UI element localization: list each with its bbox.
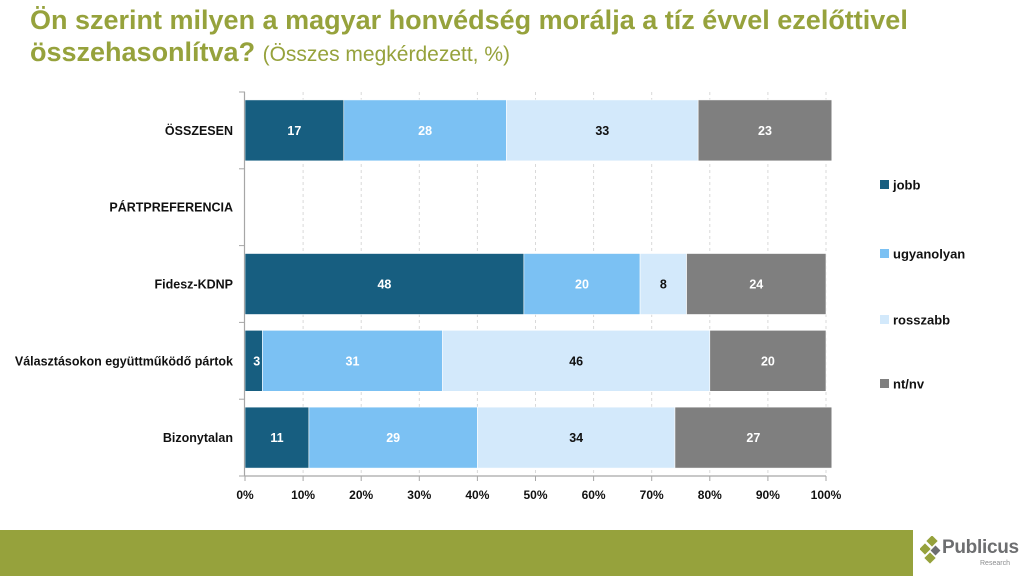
- category-label: PÁRTPREFERENCIA: [109, 200, 233, 215]
- bar-segment-nt-nv: [697, 99, 833, 162]
- x-tick-label: 0%: [236, 488, 254, 502]
- bar-segment-rosszabb: [639, 253, 687, 315]
- legend-label: rosszabb: [893, 313, 950, 328]
- data-label: 17: [287, 124, 301, 138]
- data-label: 31: [346, 354, 360, 368]
- bar-segment-nt-nv: [709, 329, 827, 392]
- bars: 17 28 33 23 48 20 8 24 3 31 46 20 11 29 34 27: [244, 99, 833, 469]
- bar-segment-ugyanolyan: [343, 99, 507, 162]
- bar-segment-rosszabb: [506, 99, 699, 162]
- data-label: 34: [569, 431, 583, 445]
- data-label: 24: [749, 278, 763, 292]
- x-tick-label: 40%: [465, 488, 489, 502]
- legend: jobb ugyanolyan rosszabb nt/nv: [880, 178, 965, 392]
- data-label: 46: [569, 354, 583, 368]
- x-tick-label: 50%: [523, 488, 547, 502]
- bar-segment-ugyanolyan: [262, 329, 443, 392]
- x-tick-label: 20%: [349, 488, 373, 502]
- footer-band: [0, 530, 913, 576]
- data-label: 23: [758, 124, 772, 138]
- category-labels: ÖSSZESEN PÁRTPREFERENCIA Fidesz-KDNP Válasz…: [15, 123, 233, 445]
- bar-segment-rosszabb: [442, 329, 711, 392]
- bar-segment-nt-nv: [674, 406, 833, 469]
- data-label: 27: [746, 431, 760, 445]
- x-tick-label: 100%: [811, 488, 842, 502]
- data-label: 11: [270, 431, 283, 445]
- category-label: Bizonytalan: [163, 431, 233, 445]
- logo-name: Publicus: [942, 537, 1019, 558]
- x-tick-label: 30%: [407, 488, 431, 502]
- legend-swatch: [880, 180, 889, 189]
- category-label: Fidesz-KDNP: [155, 278, 233, 292]
- data-label: 20: [761, 354, 775, 368]
- legend-swatch: [880, 315, 889, 324]
- legend-swatch: [880, 249, 889, 258]
- stacked-bar-chart: 17 28 33 23 48 20 8 24 3 31 46 20 11 29 34 27 0% 10% 20% 3…: [15, 91, 965, 502]
- publicus-logo: Publicus Research: [920, 536, 1020, 572]
- legend-swatch: [880, 379, 889, 388]
- data-label: 29: [386, 431, 400, 445]
- bar-segment-ugyanolyan: [523, 253, 641, 315]
- x-tick-label: 10%: [291, 488, 315, 502]
- x-tick-label: 90%: [756, 488, 780, 502]
- x-tick-label: 80%: [698, 488, 722, 502]
- data-label: 8: [660, 278, 667, 292]
- category-label: ÖSSZESEN: [165, 123, 233, 138]
- data-label: 3: [253, 354, 260, 368]
- category-label: Választásokon együttműködő pártok: [15, 354, 233, 368]
- bar-segment-ugyanolyan: [308, 406, 478, 469]
- logo-diamonds-icon: [920, 536, 941, 564]
- chart-title: Ön szerint milyen a magyar honvédség mor…: [30, 4, 1010, 71]
- data-label: 33: [595, 124, 609, 138]
- data-label: 48: [377, 278, 391, 292]
- bar-segment-rosszabb: [477, 406, 676, 469]
- legend-label: jobb: [892, 178, 920, 193]
- legend-label: nt/nv: [893, 377, 925, 392]
- data-label: 20: [575, 278, 589, 292]
- data-label: 28: [418, 124, 432, 138]
- legend-label: ugyanolyan: [893, 247, 965, 262]
- bar-segment-nt-nv: [686, 253, 827, 315]
- title-subtitle: (Összes megkérdezett, %): [262, 43, 510, 66]
- x-tick-label: 70%: [640, 488, 664, 502]
- bar-segment-jobb: [244, 253, 525, 315]
- axes: 0% 10% 20% 30% 40% 50% 60% 70% 80% 90% 100%: [236, 91, 842, 502]
- title-main: Ön szerint milyen a magyar honvédség mor…: [30, 5, 908, 67]
- logo-sub: Research: [980, 560, 1010, 567]
- x-tick-label: 60%: [582, 488, 606, 502]
